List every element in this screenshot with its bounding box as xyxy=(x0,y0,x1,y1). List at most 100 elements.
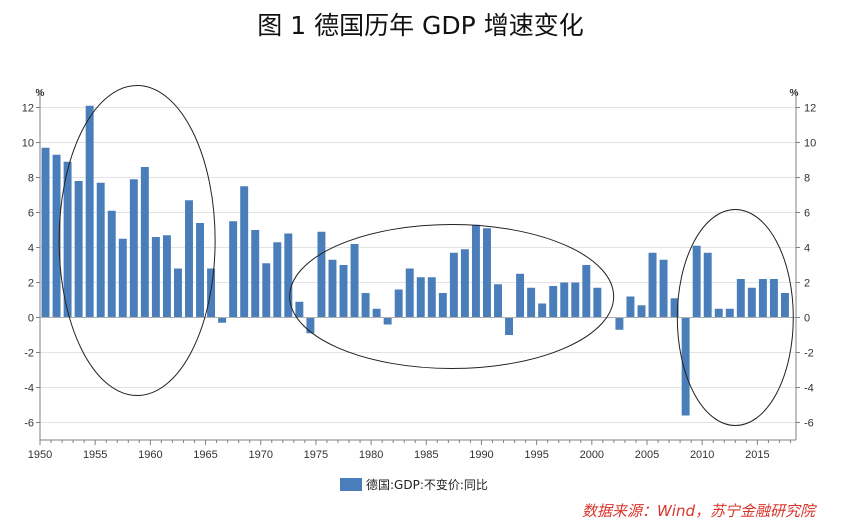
bar-1953 xyxy=(63,161,72,318)
bar-1998 xyxy=(560,282,569,318)
bar-1979 xyxy=(350,244,359,318)
bar-1991 xyxy=(483,228,491,318)
bar-1973 xyxy=(284,233,293,318)
y-tick-label-right: 4 xyxy=(804,243,810,255)
x-tick-label: 1990 xyxy=(469,449,493,461)
legend: 德国:GDP:不变价:同比 xyxy=(340,476,488,493)
bar-1954 xyxy=(74,181,83,318)
bar-1984 xyxy=(405,268,414,318)
bar-1981 xyxy=(372,308,381,318)
bar-1957 xyxy=(107,210,116,318)
bar-1951 xyxy=(41,147,50,318)
bar-1975 xyxy=(306,317,315,334)
source-note: 数据来源：Wind，苏宁金融研究院 xyxy=(581,502,815,520)
bar-2003 xyxy=(615,317,624,330)
bar-1962 xyxy=(162,235,171,318)
y-tick-label-right: 6 xyxy=(804,208,810,220)
bar-2001 xyxy=(593,287,602,318)
bar-1990 xyxy=(471,224,480,318)
bar-1989 xyxy=(460,249,469,318)
y-tick-label-right: 8 xyxy=(804,173,810,185)
bar-1955 xyxy=(85,105,94,318)
y-tick-label-right: 0 xyxy=(804,313,810,325)
bar-1977 xyxy=(328,259,337,318)
y-tick-label-left: -6 xyxy=(24,418,34,430)
bar-1970 xyxy=(251,230,260,318)
bar-1959 xyxy=(129,179,138,318)
bar-1956 xyxy=(96,182,105,318)
bar-1967 xyxy=(218,317,227,323)
bar-2015 xyxy=(747,287,756,318)
x-tick-label: 2015 xyxy=(745,449,769,461)
grid-lines xyxy=(40,107,796,423)
x-tick-label: 1985 xyxy=(414,449,438,461)
x-tick-label: 1970 xyxy=(248,449,272,461)
y-tick-label-left: 6 xyxy=(28,208,34,220)
bar-2017 xyxy=(769,279,778,318)
bar-1952 xyxy=(52,154,61,318)
bar-1966 xyxy=(207,268,216,318)
bar-2004 xyxy=(626,296,635,318)
bar-1995 xyxy=(527,287,536,318)
y-tick-label-right: 12 xyxy=(804,103,816,115)
bar-1983 xyxy=(394,289,403,318)
highlight-ellipse-2 xyxy=(289,224,615,369)
x-tick-label: 1995 xyxy=(524,449,548,461)
y-tick-label-right: -6 xyxy=(804,418,814,430)
x-tick-label: 2010 xyxy=(690,449,714,461)
bar-1968 xyxy=(229,221,238,318)
y-tick-label-left: 4 xyxy=(28,243,34,255)
bar-1958 xyxy=(118,238,127,318)
bar-1972 xyxy=(273,242,282,318)
bar-2008 xyxy=(670,298,679,318)
bar-1980 xyxy=(361,293,370,318)
y-tick-label-left: 8 xyxy=(28,173,34,185)
bar-1985 xyxy=(416,277,425,318)
y-tick-label-right: 10 xyxy=(804,138,816,150)
bar-2007 xyxy=(659,259,668,318)
bar-2012 xyxy=(714,308,723,318)
chart-title: 图 1 德国历年 GDP 增速变化 xyxy=(257,11,584,40)
bar-2014 xyxy=(736,279,745,318)
bar-1974 xyxy=(295,301,304,318)
x-tick-label: 2005 xyxy=(635,449,659,461)
legend-label: 德国:GDP:不变价:同比 xyxy=(366,478,488,492)
bar-1982 xyxy=(383,317,392,325)
bar-2011 xyxy=(703,252,712,318)
y-tick-label-right: 2 xyxy=(804,278,810,290)
bar-2013 xyxy=(725,308,734,318)
bar-1961 xyxy=(151,237,160,318)
y-tick-label-left: -2 xyxy=(24,348,34,360)
bar-1964 xyxy=(185,200,193,318)
y-tick-label-left: 10 xyxy=(22,138,34,150)
bar-1986 xyxy=(427,277,436,318)
y-tick-label-left: 0 xyxy=(28,313,34,325)
highlight-ellipse-3 xyxy=(676,209,794,426)
bar-1988 xyxy=(449,252,458,318)
annotation-ellipses xyxy=(58,85,794,426)
bar-1963 xyxy=(173,268,182,318)
bar-2005 xyxy=(637,305,646,318)
bar-1999 xyxy=(571,282,580,318)
y-tick-label-left: 2 xyxy=(28,278,34,290)
x-tick-label: 1975 xyxy=(304,449,328,461)
bar-1987 xyxy=(438,293,447,318)
y-axis-unit-right: % xyxy=(790,88,799,99)
bar-2010 xyxy=(692,245,701,318)
bar-2009 xyxy=(681,317,690,416)
x-tick-label: 1955 xyxy=(83,449,107,461)
bar-2016 xyxy=(758,279,767,318)
bar-1997 xyxy=(549,286,558,318)
bar-1969 xyxy=(240,186,249,318)
bar-1978 xyxy=(339,265,348,318)
y-tick-label-left: -4 xyxy=(24,383,34,395)
bar-2006 xyxy=(648,252,657,318)
bar-2018 xyxy=(780,293,789,318)
highlight-ellipse-1 xyxy=(58,85,216,396)
x-tick-label: 2000 xyxy=(580,449,604,461)
y-tick-label-right: -4 xyxy=(804,383,814,395)
bar-series xyxy=(41,105,789,416)
bar-1996 xyxy=(538,303,547,318)
